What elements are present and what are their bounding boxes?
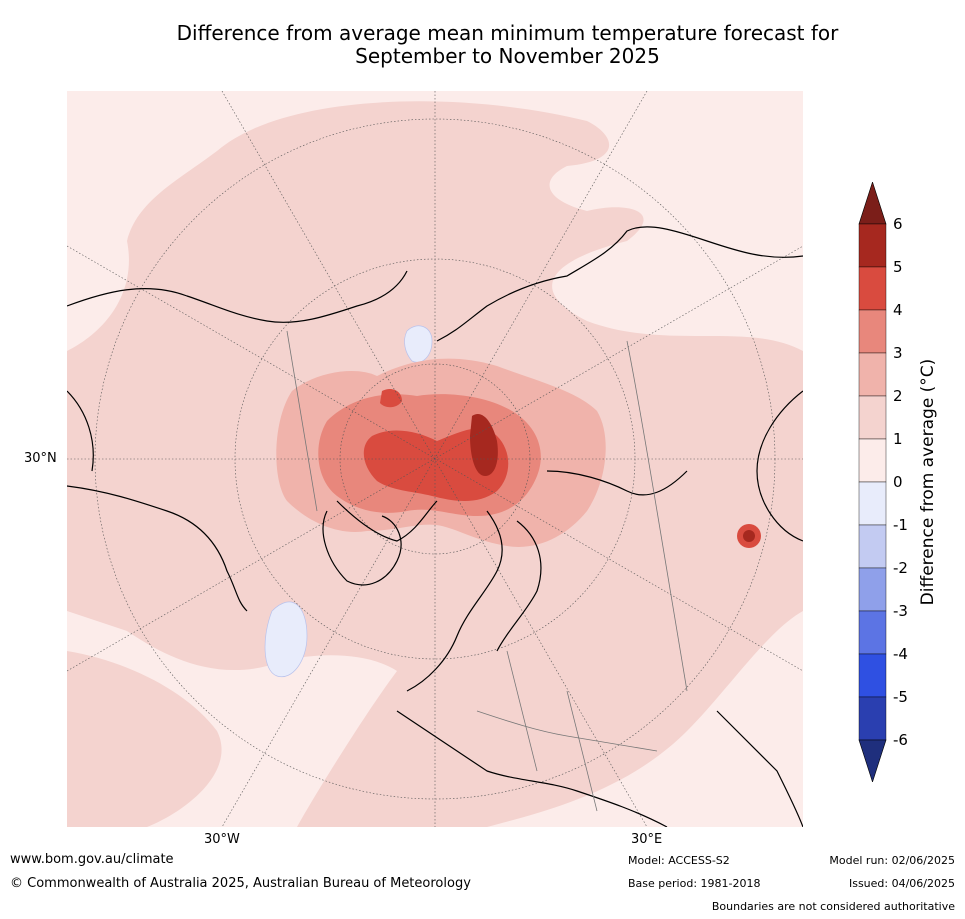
colorbar [858,182,887,782]
website-link[interactable]: www.bom.gov.au/climate [10,852,174,867]
colorbar-tick-label: -2 [893,559,908,577]
country-borders [286,330,688,812]
graticule [67,91,803,827]
colorbar-tick-label: 0 [893,473,903,491]
colorbar-tick-label: 5 [893,258,903,276]
colorbar-tick-label: 6 [893,215,903,233]
title-line-2: September to November 2025 [355,44,660,68]
colorbar-tick-label: -6 [893,731,908,749]
boundaries-disclaimer: Boundaries are not considered authoritat… [711,900,955,913]
anomaly-4-to-5-small [380,389,402,408]
issued-text: Issued: 04/06/2025 [848,877,955,890]
copyright-text: © Commonwealth of Australia 2025, Austra… [10,876,471,891]
colorbar-tick-label: -3 [893,602,908,620]
colorbar-tick-label: -1 [893,516,908,534]
map-title: Difference from average mean minimum tem… [60,22,955,68]
colorbar-tick-label: 2 [893,387,903,405]
colorbar-tick-label: -4 [893,645,908,663]
base-period-text: Base period: 1981-2018 [628,877,761,890]
colorbar-segment [858,481,887,526]
colorbar-tick-label: 4 [893,301,903,319]
lat-label-30n: 30°N [24,451,57,466]
colorbar-segment [858,524,887,569]
forecast-map [67,91,803,827]
anomaly-5-to-6 [470,413,498,476]
colorbar-segment [858,266,887,311]
anomaly-negative-0-to-1 [264,601,308,678]
colorbar-segment [858,567,887,612]
colorbar-segment [858,653,887,698]
colorbar-tick-label: 3 [893,344,903,362]
colorbar-extend-max [858,182,887,225]
coastlines [67,226,803,827]
colorbar-segment [858,223,887,268]
colorbar-segment [858,438,887,483]
colorbar-tick-label: -5 [893,688,908,706]
lon-label-30e: 30°E [631,832,663,847]
colorbar-segment [858,610,887,655]
anomaly-negative-greenland [404,325,433,363]
colorbar-segment [858,309,887,354]
colorbar-segment [858,696,887,741]
title-line-1: Difference from average mean minimum tem… [176,21,839,45]
lon-label-30w: 30°W [204,832,240,847]
colorbar-extend-min [858,739,887,782]
colorbar-tick-label: 1 [893,430,903,448]
colorbar-segment [858,395,887,440]
colorbar-segment [858,352,887,397]
model-run-text: Model run: 02/06/2025 [829,854,955,867]
colorbar-label-text: Difference from average (°C) [918,358,938,606]
map-canvas [67,91,803,827]
model-text: Model: ACCESS-S2 [628,854,730,867]
